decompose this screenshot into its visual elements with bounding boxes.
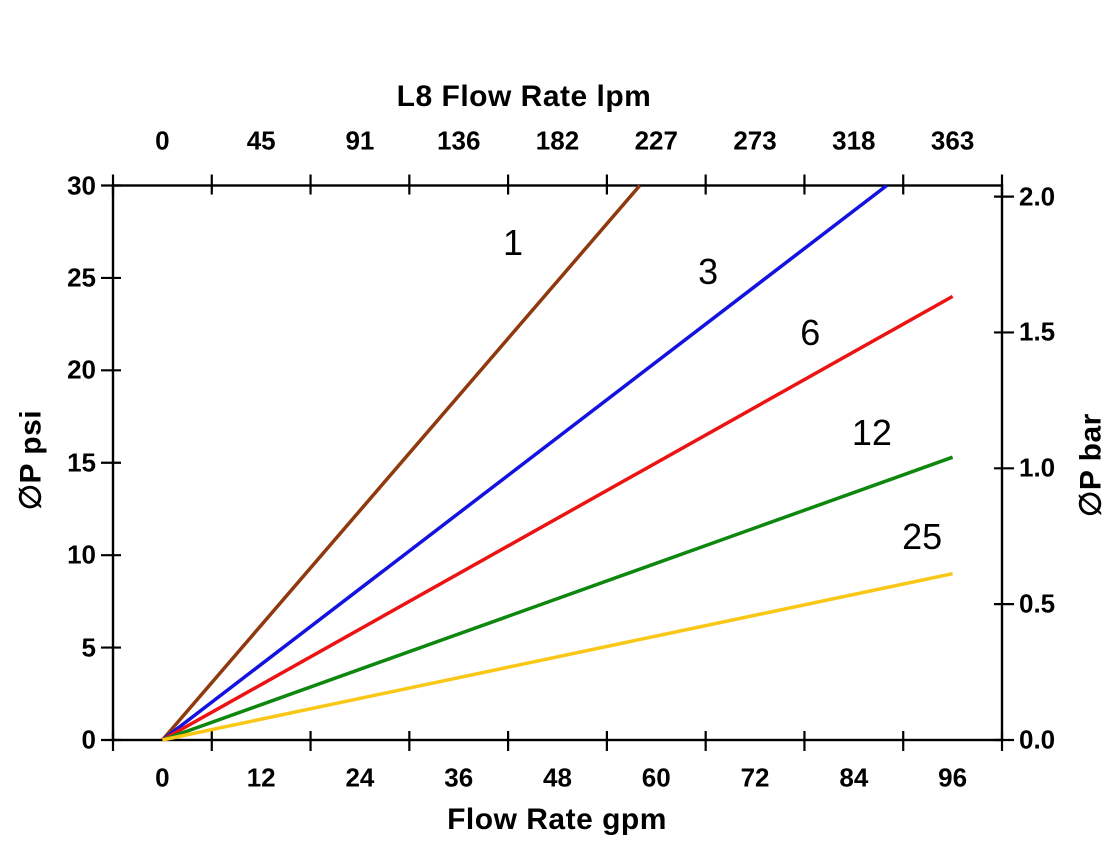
x-tick-label-bottom-48: 48 — [543, 762, 572, 793]
y-tick-label-left-5: 5 — [81, 632, 96, 663]
x-tick-label-bottom-12: 12 — [246, 762, 276, 793]
x-tick-label-top-363: 363 — [930, 125, 975, 156]
x-tick-label-bottom-72: 72 — [740, 762, 770, 793]
x-tick-label-top-136: 136 — [437, 125, 481, 156]
y-tick-label-right-2.0: 2.0 — [1019, 181, 1056, 212]
series-line-12 — [161, 455, 954, 742]
x-tick-label-bottom-84: 84 — [839, 762, 869, 793]
y-axis-title-left: ∅P psi — [14, 409, 48, 511]
y-tick-label-right-1.5: 1.5 — [1019, 316, 1056, 347]
y-tick-label-right-0.0: 0.0 — [1019, 724, 1056, 755]
series-line-6 — [161, 294, 954, 742]
y-tick-label-left-0: 0 — [81, 724, 96, 755]
x-tick-label-bottom-36: 36 — [444, 762, 474, 793]
x-tick-label-top-318: 318 — [832, 125, 876, 156]
series-label-3: 3 — [698, 251, 719, 293]
y-tick-label-left-30: 30 — [67, 170, 96, 200]
x-tick-label-top-0: 0 — [155, 125, 170, 156]
x-tick-label-top-273: 273 — [733, 125, 777, 156]
series-label-25: 25 — [902, 515, 943, 557]
x-tick-label-bottom-60: 60 — [641, 762, 671, 793]
x-tick-label-bottom-96: 96 — [938, 762, 968, 793]
series-line-25 — [162, 571, 953, 742]
series-label-12: 12 — [851, 412, 892, 454]
series-label-1: 1 — [503, 221, 524, 263]
y-tick-label-left-20: 20 — [67, 354, 96, 385]
x-tick-label-bottom-0: 0 — [155, 762, 170, 793]
y-tick-label-left-15: 15 — [67, 447, 96, 478]
x-tick-label-top-45: 45 — [246, 125, 276, 156]
x-tick-label-top-91: 91 — [345, 125, 375, 156]
y-axis-title-right: ∅P bar — [1074, 413, 1108, 517]
series-line-3 — [161, 184, 888, 742]
y-tick-label-right-1.0: 1.0 — [1019, 452, 1056, 483]
chart-title-top: L8 Flow Rate lpm — [396, 80, 652, 113]
series-line-1 — [161, 184, 642, 742]
y-tick-label-right-0.5: 0.5 — [1019, 588, 1056, 619]
x-tick-label-top-182: 182 — [535, 125, 580, 156]
y-tick-label-left-25: 25 — [67, 262, 96, 293]
y-tick-label-left-10: 10 — [67, 539, 96, 570]
x-tick-label-bottom-24: 24 — [345, 762, 375, 793]
x-axis-title-bottom: Flow Rate gpm — [447, 803, 667, 836]
series-label-6: 6 — [800, 312, 821, 354]
x-tick-label-top-227: 227 — [634, 125, 678, 156]
